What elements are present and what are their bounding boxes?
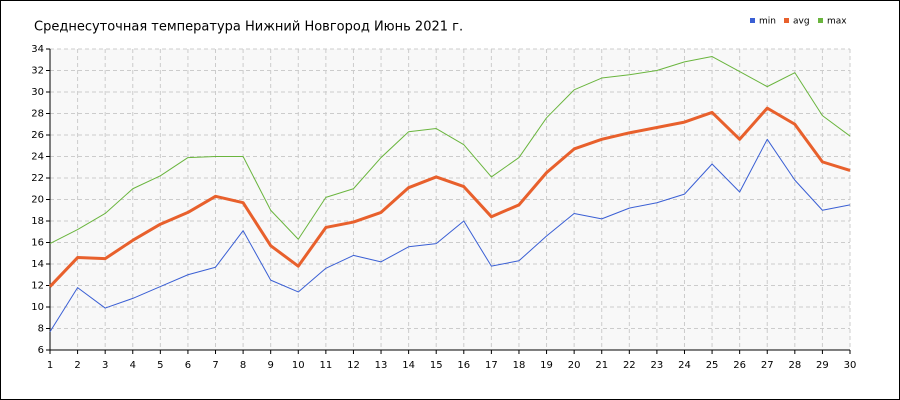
chart-title: Среднесуточная температура Нижний Новгор… xyxy=(34,20,463,35)
y-tick-label: 8 xyxy=(38,324,44,335)
x-tick-label: 27 xyxy=(761,360,774,371)
x-tick-label: 25 xyxy=(706,360,719,371)
x-tick-label: 12 xyxy=(347,360,360,371)
x-tick-label: 30 xyxy=(844,360,857,371)
series-line xyxy=(49,138,851,332)
x-tick-label: 14 xyxy=(402,360,415,371)
x-tick-label: 20 xyxy=(568,360,581,371)
x-tick-label: 28 xyxy=(788,360,801,371)
x-tick-label: 5 xyxy=(157,360,163,371)
y-tick-label: 30 xyxy=(31,87,44,98)
x-tick-label: 17 xyxy=(485,360,498,371)
x-tick-label: 29 xyxy=(816,360,829,371)
legend-swatch xyxy=(750,18,755,23)
x-tick-label: 2 xyxy=(74,360,80,371)
x-tick-label: 21 xyxy=(595,360,608,371)
x-tick-label: 18 xyxy=(513,360,526,371)
x-tick-label: 4 xyxy=(130,360,136,371)
y-tick-label: 16 xyxy=(31,238,44,249)
legend-swatch xyxy=(784,18,789,23)
x-tick-label: 26 xyxy=(733,360,746,371)
legend-label: avg xyxy=(793,17,810,27)
y-tick-label: 20 xyxy=(31,195,44,206)
x-tick-label: 9 xyxy=(268,360,274,371)
x-tick-label: 16 xyxy=(457,360,470,371)
legend-swatch xyxy=(818,18,823,23)
legend-label: max xyxy=(827,17,847,27)
series-line xyxy=(48,106,851,288)
x-tick-label: 19 xyxy=(540,360,553,371)
x-tick-label: 11 xyxy=(319,360,332,371)
y-tick-label: 24 xyxy=(31,152,44,163)
x-tick-label: 10 xyxy=(292,360,305,371)
x-tick-label: 24 xyxy=(678,360,691,371)
y-tick-label: 12 xyxy=(31,281,44,292)
x-tick-label: 8 xyxy=(240,360,246,371)
x-tick-label: 22 xyxy=(623,360,636,371)
legend-label: min xyxy=(759,17,776,27)
x-tick-label: 13 xyxy=(375,360,388,371)
y-tick-label: 14 xyxy=(31,259,44,270)
x-tick-label: 1 xyxy=(47,360,53,371)
y-tick-label: 22 xyxy=(31,173,44,184)
y-tick-label: 10 xyxy=(31,302,44,313)
x-tick-label: 15 xyxy=(430,360,443,371)
y-tick-label: 26 xyxy=(31,130,44,141)
x-tick-label: 6 xyxy=(185,360,191,371)
series-line xyxy=(49,56,851,245)
x-tick-label: 7 xyxy=(212,360,218,371)
x-tick-label: 3 xyxy=(102,360,108,371)
y-tick-label: 32 xyxy=(31,66,44,77)
y-tick-label: 6 xyxy=(38,345,44,356)
y-tick-label: 18 xyxy=(31,216,44,227)
x-tick-label: 23 xyxy=(651,360,664,371)
y-tick-label: 28 xyxy=(31,109,44,120)
y-tick-label: 34 xyxy=(31,44,44,55)
